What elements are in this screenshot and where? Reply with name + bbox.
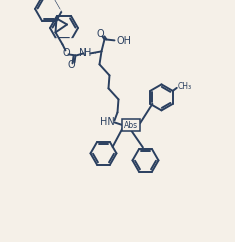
Text: H: H bbox=[84, 48, 91, 58]
Text: O: O bbox=[68, 60, 75, 70]
Text: O: O bbox=[97, 29, 104, 39]
Text: OH: OH bbox=[117, 36, 132, 46]
Text: O: O bbox=[63, 48, 70, 58]
FancyBboxPatch shape bbox=[122, 119, 141, 131]
Text: HN: HN bbox=[100, 117, 115, 127]
Text: ...: ... bbox=[92, 50, 97, 55]
Text: N: N bbox=[79, 48, 86, 58]
Text: Abs: Abs bbox=[124, 121, 139, 130]
Text: CH₃: CH₃ bbox=[178, 82, 192, 91]
